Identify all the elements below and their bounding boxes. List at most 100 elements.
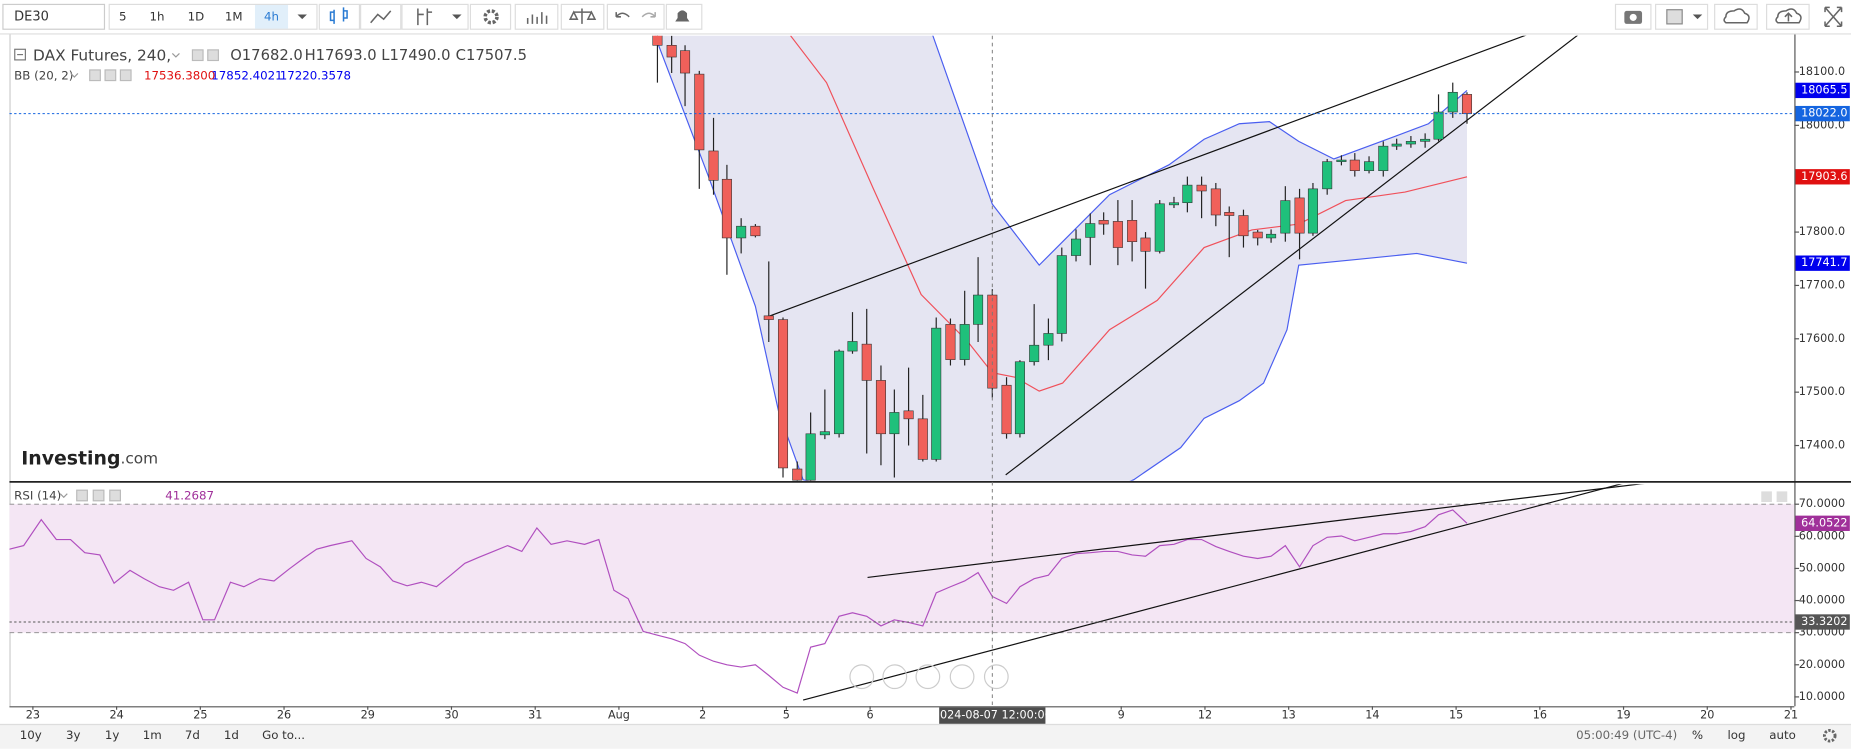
candle-body — [792, 468, 803, 481]
candle-body — [945, 324, 956, 360]
redo-icon — [641, 12, 656, 18]
x-tick-label: 25 — [193, 709, 207, 722]
crosshair-label-bg — [939, 707, 1046, 724]
legend-close[interactable] — [207, 49, 219, 62]
candle-body — [889, 412, 900, 435]
y-tick-label: 18000.0 — [1799, 118, 1845, 131]
x-tick-label: 12 — [1198, 709, 1212, 722]
bars-icon — [526, 12, 548, 24]
legend-settings[interactable] — [104, 69, 117, 82]
range-button[interactable]: 1m — [143, 728, 162, 742]
panel-button[interactable] — [1761, 491, 1772, 502]
interval-buttons: 5 1h 1D 1M 4h — [108, 3, 318, 30]
tool-button[interactable] — [514, 3, 559, 30]
cloud-save-button[interactable] — [1766, 3, 1810, 30]
x-tick-label: 29 — [361, 709, 375, 722]
candle-body — [1098, 220, 1109, 225]
interval-button[interactable]: 1M — [225, 9, 243, 23]
price-panel — [652, 35, 1578, 481]
percent-toggle[interactable]: % — [1692, 728, 1703, 742]
price-marker — [1795, 614, 1850, 630]
candle-body — [750, 225, 761, 237]
interval-button[interactable]: 1D — [188, 9, 205, 23]
y-tick-label: 17700.0 — [1799, 278, 1845, 291]
candle-body — [1307, 188, 1318, 234]
tool-button[interactable] — [469, 3, 512, 30]
price-marker — [1795, 255, 1850, 271]
nav-button[interactable] — [849, 664, 875, 690]
x-tick-label: 2 — [699, 709, 706, 722]
legend-eye[interactable] — [76, 489, 88, 502]
fullscreen-icon[interactable] — [1824, 6, 1843, 28]
bb-upper-value: 17852.4021 — [211, 68, 282, 82]
interval-dropdown[interactable] — [297, 14, 307, 20]
legend-settings[interactable] — [92, 489, 105, 502]
panel-button[interactable] — [1776, 491, 1788, 502]
goto-button[interactable]: Go to... — [262, 728, 305, 742]
candle-body — [1294, 197, 1305, 234]
y-tick-label: 17500.0 — [1799, 385, 1845, 398]
interval-button[interactable]: 1h — [150, 9, 165, 23]
camera-lens — [1629, 13, 1637, 21]
candle-body — [931, 327, 942, 460]
log-toggle[interactable]: log — [1728, 728, 1746, 742]
price-marker-label: 33.3202 — [1801, 615, 1847, 628]
legend-dropdown[interactable] — [171, 52, 180, 58]
range-button[interactable]: 10y — [20, 728, 42, 742]
price-marker — [1795, 105, 1850, 122]
candle-body — [721, 178, 732, 239]
trend-line — [867, 484, 1643, 579]
range-button[interactable]: 3y — [66, 728, 81, 742]
interval-button[interactable]: 5 — [119, 9, 127, 23]
legend-dropdown[interactable] — [59, 493, 68, 499]
candle-body — [1420, 138, 1431, 142]
settings-icon[interactable] — [1822, 728, 1837, 743]
symbol: DE30 — [14, 9, 49, 24]
candle-body — [1071, 238, 1082, 256]
legend-settings[interactable] — [191, 49, 204, 62]
tool-button[interactable] — [318, 3, 361, 30]
legend-eye[interactable] — [89, 69, 101, 82]
cloud-load-button[interactable] — [1714, 3, 1758, 30]
y-tick-label: 17800.0 — [1799, 225, 1845, 238]
rsi-label: RSI (14) — [14, 489, 61, 503]
y-tick-label: 50.0000 — [1799, 561, 1845, 574]
trend-line — [802, 484, 1622, 701]
candle-body — [973, 294, 984, 325]
symbol-input[interactable] — [2, 3, 106, 30]
candle-body — [1224, 212, 1235, 216]
nav-button[interactable] — [915, 664, 941, 690]
x-tick-label: 5 — [783, 709, 790, 722]
candle-body — [1280, 200, 1291, 234]
range-button[interactable]: 1y — [105, 728, 120, 742]
legend-close[interactable] — [119, 69, 132, 82]
nav-button[interactable] — [949, 664, 975, 690]
candle-body — [1378, 145, 1389, 172]
range-button[interactable]: 7d — [185, 728, 200, 742]
candle-body — [1001, 384, 1012, 435]
trend-line — [766, 35, 1527, 318]
price-marker-label: 17741.7 — [1801, 256, 1847, 269]
tool-button[interactable] — [360, 3, 402, 30]
candle-body — [1364, 161, 1375, 172]
range-button[interactable]: 1d — [224, 728, 239, 742]
price-marker — [1795, 515, 1850, 531]
bottom-bar — [0, 723, 1851, 749]
candle-body — [847, 341, 858, 352]
legend-close[interactable] — [109, 489, 121, 502]
nav-button[interactable] — [882, 664, 908, 690]
legend-dropdown[interactable] — [70, 73, 79, 78]
candle-body — [959, 324, 970, 360]
auto-toggle[interactable]: auto — [1769, 728, 1796, 742]
x-tick-label: 23 — [26, 709, 40, 722]
x-tick-label: 31 — [528, 709, 542, 722]
candle-body — [1140, 237, 1151, 252]
dropdown[interactable] — [452, 14, 462, 20]
interval-button[interactable]: 4h — [264, 9, 279, 23]
nav-button[interactable] — [983, 664, 1009, 690]
ohlc-close: C17507.5 — [456, 47, 527, 64]
x-tick-label: Aug — [608, 709, 630, 722]
candle-body — [1349, 159, 1360, 172]
candle-body — [1391, 143, 1402, 147]
